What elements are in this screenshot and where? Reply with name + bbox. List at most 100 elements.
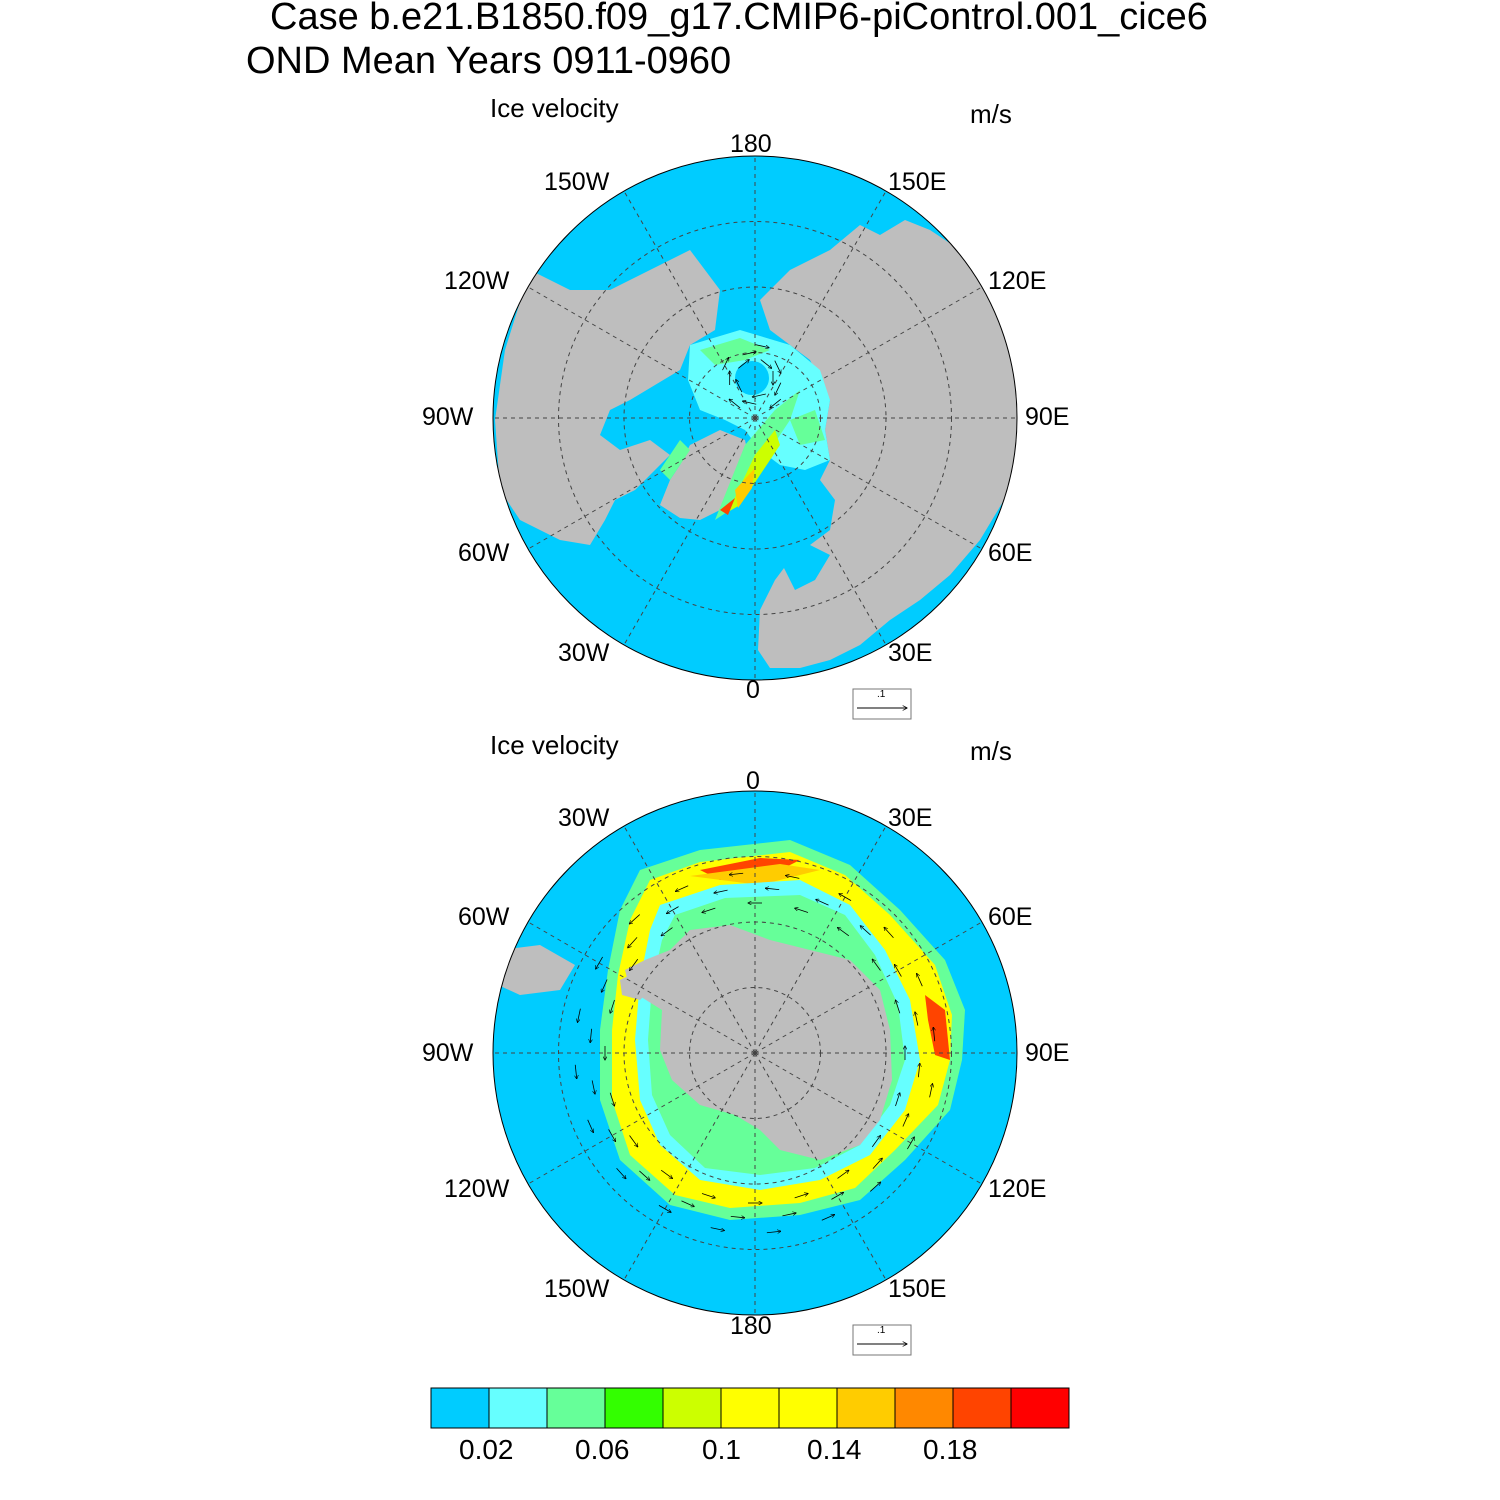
velocity-arrow [902,1114,909,1127]
south-graticule [493,791,1017,1315]
velocity-arrow [722,358,729,371]
velocity-arrow [786,875,800,879]
meridian-line [754,825,887,1054]
velocity-arrow [917,973,923,987]
velocity-arrow [831,1192,843,1200]
north-lon-label-150w: 150W [544,168,610,196]
velocity-arrow [775,382,782,396]
meridian-line [754,190,887,419]
velocity-arrow [839,894,852,901]
colorbar-label-1: 0.06 [575,1434,630,1465]
colorbar-label-2: 0.1 [702,1434,741,1465]
colorbar-swatch [488,1387,548,1429]
velocity-arrow [666,906,679,914]
meridian-line [754,1052,887,1281]
south-lon-label-150e: 150E [888,1275,947,1303]
velocity-arrow [701,1193,715,1197]
velocity-arrow [575,1064,576,1079]
velocity-arrow [915,1012,919,1026]
south-lon-label-90e: 90E [1025,1039,1070,1067]
colorbar-label-0: 0.02 [459,1434,514,1465]
velocity-arrow [894,964,902,977]
north-graticule [493,156,1017,680]
velocity-arrow [730,1216,745,1217]
colorbar-label-4: 0.18 [923,1434,978,1465]
velocity-arrow [838,928,850,937]
colorbar [430,1387,1070,1429]
north-lon-label-90e: 90E [1025,403,1070,431]
velocity-arrow [837,1170,849,1179]
latitude-circle [558,221,952,615]
colorbar-swatch [952,1387,1012,1429]
velocity-arrow [760,359,772,369]
velocity-arrow [742,352,757,356]
south-lon-label-60e: 60E [988,903,1033,931]
figure-title-line2: OND Mean Years 0911-0960 [246,40,732,82]
north-ref-vector-label: .1 [877,689,886,700]
velocity-arrow [860,926,871,936]
colorbar-swatch [1010,1387,1070,1429]
north-lon-label-120e: 120E [988,267,1047,295]
velocity-arrow [639,1170,649,1180]
velocity-arrow [629,914,641,924]
velocity-arrow [755,344,769,348]
velocity-arrow [794,1193,808,1199]
velocity-arrow [681,1200,694,1207]
south-panel-title: Ice velocity [490,730,619,760]
colorbar-swatch [720,1387,780,1429]
south-ref-vector-label: .1 [877,1325,886,1336]
velocity-arrow [658,1205,671,1212]
south-lon-label-120e: 120E [988,1175,1047,1203]
north-lon-label-30w: 30W [558,639,610,667]
colorbar-swatch [778,1387,838,1429]
velocity-arrow [710,1227,725,1231]
velocity-arrow [702,907,716,912]
north-panel-title: Ice velocity [490,93,619,123]
meridian-line [527,417,756,550]
north-lon-label-150e: 150E [888,168,947,196]
colorbar-swatch [430,1387,490,1429]
south-lon-label-0: 0 [746,767,760,795]
velocity-arrow [729,399,741,409]
velocity-arrow [587,1119,594,1133]
velocity-arrow [933,1027,934,1042]
norwegian-sea [780,540,830,590]
velocity-arrow [609,1092,614,1106]
south-lon-label-180: 180 [730,1312,772,1340]
velocity-arrow [630,958,639,970]
north-lon-label-60e: 60E [988,539,1033,567]
velocity-arrow [628,937,638,947]
velocity-arrow [752,393,766,397]
velocity-arrow [895,1000,901,1014]
velocity-arrow [610,999,615,1013]
antarctica-land [625,925,892,1160]
velocity-arrow [918,1063,919,1078]
meridian-line [623,825,756,1054]
north-ice-velocity-vectors [722,344,782,409]
north-lon-label-0: 0 [746,676,760,704]
north-lon-label-90w: 90W [422,403,474,431]
velocity-arrow [884,927,894,939]
south-lon-label-30w: 30W [558,804,610,832]
velocity-arrow [821,1215,835,1221]
velocity-arrow [774,360,781,374]
figure-title-line1: Case b.e21.B1850.f09_g17.CMIP6-piControl… [270,0,1208,38]
velocity-arrow [816,899,829,906]
north-ice-velocity-field [660,330,830,520]
latitude-circle [558,856,952,1250]
colorbar-swatch [546,1387,606,1429]
velocity-arrow [601,979,608,992]
antarctic-peninsula [620,970,655,1000]
north-lon-label-180: 180 [730,130,772,158]
meridian-line [754,417,983,550]
velocity-arrow [714,889,728,893]
velocity-arrow [765,888,780,889]
velocity-arrow [770,398,782,408]
velocity-arrow [596,956,603,969]
south-map-border [492,790,1018,1316]
north-map-border [492,155,1018,681]
south-lon-label-120w: 120W [444,1175,510,1203]
velocity-arrow [743,401,757,405]
velocity-arrow [782,1213,796,1217]
velocity-arrow [729,873,744,874]
